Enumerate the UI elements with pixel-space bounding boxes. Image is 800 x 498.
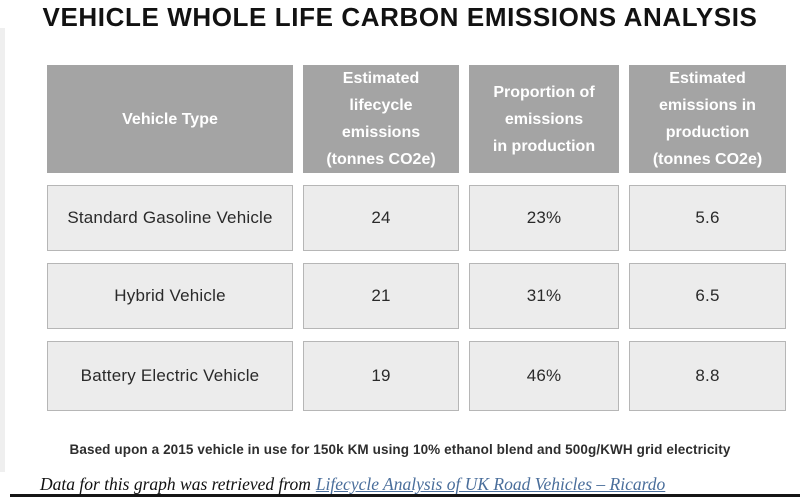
- header-production-emissions: Estimated emissions in production (tonne…: [629, 65, 786, 173]
- cell-proportion-production: 46%: [469, 341, 619, 411]
- page-title: VEHICLE WHOLE LIFE CARBON EMISSIONS ANAL…: [42, 2, 758, 32]
- cell-production-emissions: 6.5: [629, 263, 786, 329]
- footnote: Based upon a 2015 vehicle in use for 150…: [69, 442, 731, 457]
- cell-vehicle-type: Hybrid Vehicle: [47, 263, 293, 329]
- citation: Data for this graph was retrieved from Li…: [40, 474, 665, 495]
- header-proportion-production: Proportion of emissions in production: [469, 65, 619, 173]
- cell-production-emissions: 5.6: [629, 185, 786, 251]
- cell-proportion-production: 31%: [469, 263, 619, 329]
- cell-vehicle-type: Battery Electric Vehicle: [47, 341, 293, 411]
- header-lifecycle-emissions: Estimated lifecycle emissions (tonnes CO…: [303, 65, 459, 173]
- cell-lifecycle-emissions: 19: [303, 341, 459, 411]
- citation-prefix: Data for this graph was retrieved from: [40, 474, 311, 494]
- cell-proportion-production: 23%: [469, 185, 619, 251]
- header-vehicle-type: Vehicle Type: [47, 65, 293, 173]
- citation-link[interactable]: Lifecycle Analysis of UK Road Vehicles –…: [315, 474, 666, 494]
- cell-production-emissions: 8.8: [629, 341, 786, 411]
- cell-vehicle-type: Standard Gasoline Vehicle: [47, 185, 293, 251]
- left-edge-strip: [0, 28, 5, 472]
- emissions-table: Vehicle Type Estimated lifecycle emissio…: [47, 65, 786, 411]
- cell-lifecycle-emissions: 24: [303, 185, 459, 251]
- cell-lifecycle-emissions: 21: [303, 263, 459, 329]
- bottom-rule: [10, 494, 800, 497]
